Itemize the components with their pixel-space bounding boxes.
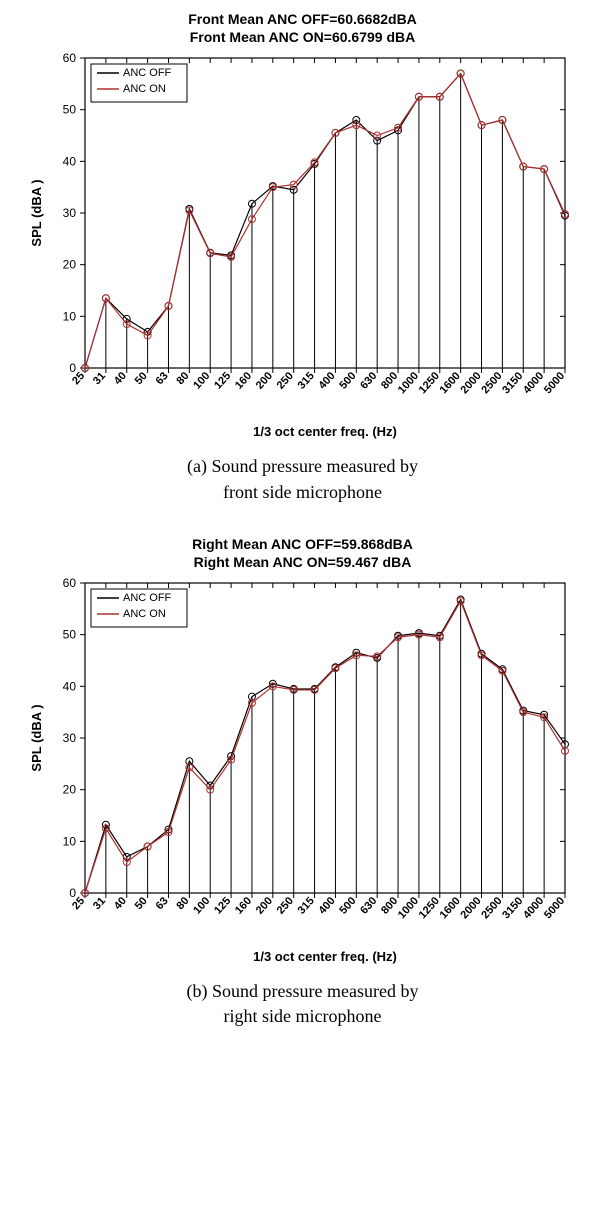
chart-a-title: Front Mean ANC OFF=60.6682dBA Front Mean… [10,10,595,46]
svg-text:SPL (dBA ): SPL (dBA ) [29,705,44,772]
svg-text:4000: 4000 [521,895,546,921]
svg-text:125: 125 [212,895,233,917]
svg-text:60: 60 [62,576,76,590]
svg-text:1250: 1250 [416,370,441,396]
chart-a-caption-line2: front side microphone [223,482,382,502]
svg-text:1600: 1600 [437,370,462,396]
svg-text:630: 630 [358,370,379,392]
svg-text:30: 30 [62,731,76,745]
svg-text:315: 315 [295,370,316,392]
svg-text:20: 20 [62,783,76,797]
svg-text:160: 160 [232,895,253,917]
svg-text:ANC OFF: ANC OFF [123,592,172,604]
svg-text:30: 30 [62,206,76,220]
svg-text:1000: 1000 [395,370,420,396]
chart-b-title-line1: Right Mean ANC OFF=59.868dBA [10,535,595,553]
svg-text:50: 50 [62,628,76,642]
svg-text:315: 315 [295,895,316,917]
chart-a-title-line2: Front Mean ANC ON=60.6799 dBA [10,28,595,46]
chart-a-caption-line1: (a) Sound pressure measured by [187,456,418,476]
chart-a-title-line1: Front Mean ANC OFF=60.6682dBA [10,10,595,28]
chart-b-title-line2: Right Mean ANC ON=59.467 dBA [10,553,595,571]
svg-text:3150: 3150 [500,895,525,921]
chart-b-title: Right Mean ANC OFF=59.868dBA Right Mean … [10,535,595,571]
svg-text:250: 250 [274,895,295,917]
svg-text:20: 20 [62,258,76,272]
svg-text:1/3 oct center freq. (Hz): 1/3 oct center freq. (Hz) [253,424,397,439]
svg-text:50: 50 [62,103,76,117]
svg-text:5000: 5000 [541,895,566,921]
svg-text:10: 10 [62,834,76,848]
chart-a-svg: 0102030405060253140506380100125160200250… [23,46,583,446]
svg-text:2000: 2000 [458,895,483,921]
chart-b-caption-line2: right side microphone [224,1006,382,1026]
svg-text:200: 200 [253,370,274,392]
svg-text:1600: 1600 [437,895,462,921]
chart-a-caption: (a) Sound pressure measured by front sid… [10,454,595,504]
svg-text:500: 500 [337,370,358,392]
svg-text:500: 500 [337,895,358,917]
svg-text:ANC ON: ANC ON [123,83,166,95]
svg-text:ANC ON: ANC ON [123,608,166,620]
svg-text:1/3 oct center freq. (Hz): 1/3 oct center freq. (Hz) [253,949,397,964]
svg-text:4000: 4000 [521,370,546,396]
svg-text:125: 125 [212,370,233,392]
svg-text:400: 400 [316,370,337,392]
chart-b-caption-line1: (b) Sound pressure measured by [187,981,419,1001]
svg-text:100: 100 [191,370,212,392]
chart-b-block: Right Mean ANC OFF=59.868dBA Right Mean … [10,535,595,1030]
svg-text:40: 40 [62,155,76,169]
svg-text:10: 10 [62,310,76,324]
svg-text:2000: 2000 [458,370,483,396]
chart-b-svg: 0102030405060253140506380100125160200250… [23,571,583,971]
svg-text:ANC OFF: ANC OFF [123,67,172,79]
svg-text:40: 40 [62,679,76,693]
svg-text:160: 160 [232,370,253,392]
svg-text:3150: 3150 [500,370,525,396]
svg-text:2500: 2500 [479,370,504,396]
svg-text:630: 630 [358,895,379,917]
svg-text:100: 100 [191,895,212,917]
chart-a-block: Front Mean ANC OFF=60.6682dBA Front Mean… [10,10,595,505]
svg-text:400: 400 [316,895,337,917]
svg-text:250: 250 [274,370,295,392]
svg-text:1000: 1000 [395,895,420,921]
svg-text:SPL (dBA ): SPL (dBA ) [29,180,44,247]
svg-text:5000: 5000 [541,370,566,396]
svg-text:2500: 2500 [479,895,504,921]
svg-text:60: 60 [62,51,76,65]
chart-b-caption: (b) Sound pressure measured by right sid… [10,979,595,1029]
svg-text:200: 200 [253,895,274,917]
svg-text:1250: 1250 [416,895,441,921]
